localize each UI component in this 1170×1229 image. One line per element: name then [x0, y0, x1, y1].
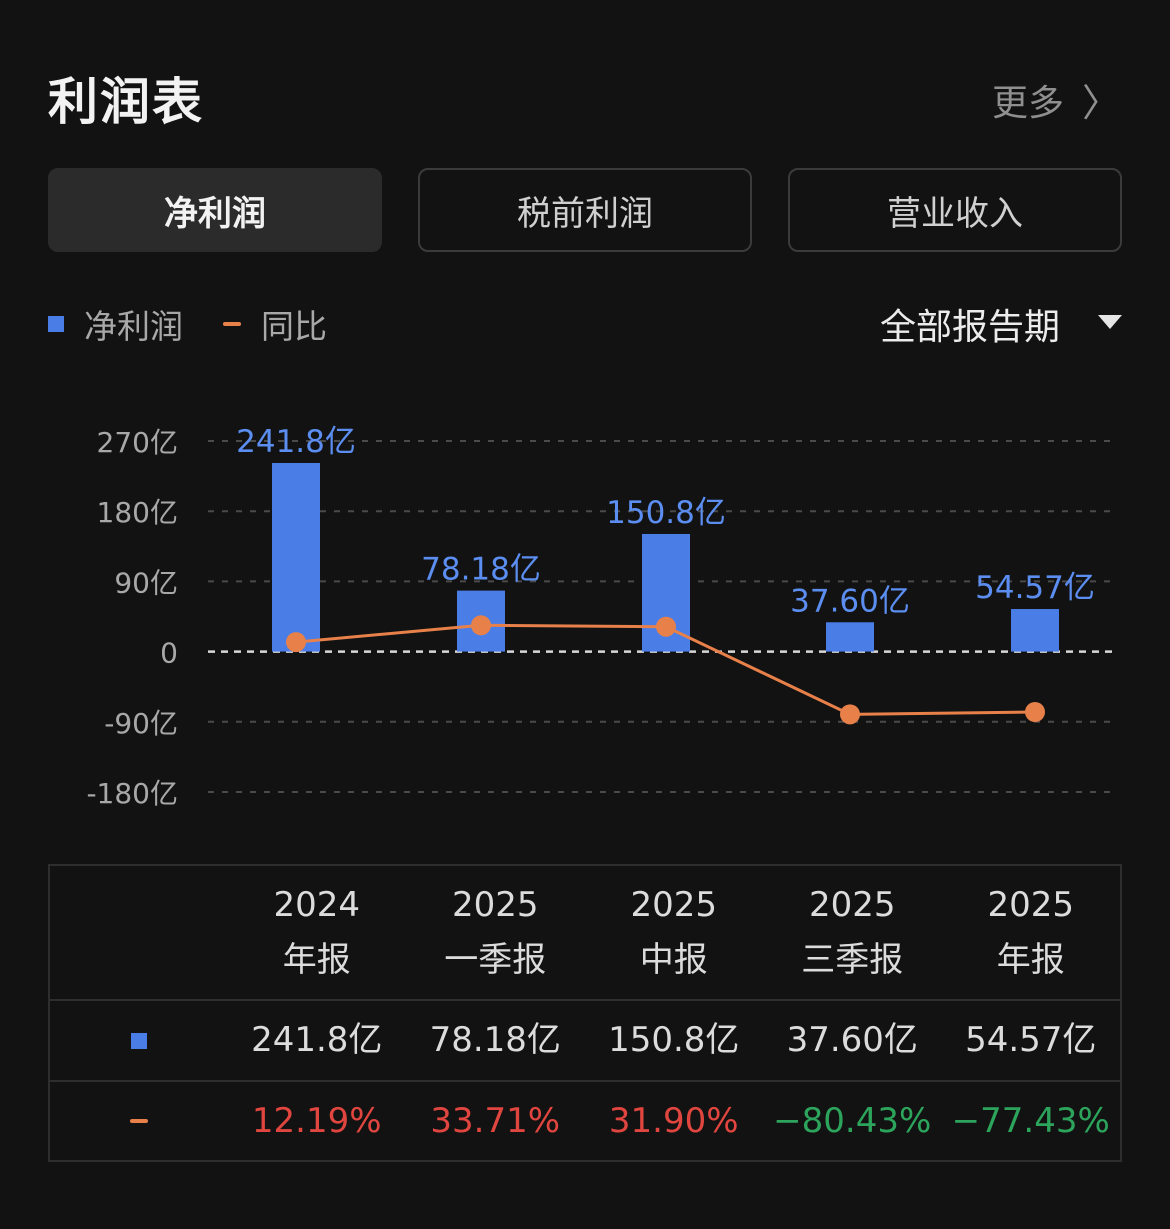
period-selector[interactable]: 全部报告期: [880, 298, 1122, 350]
profit-chart: 270亿 180亿 90亿 0 -90亿 -180亿 241.8亿 78.18亿 150.8亿 3…: [86, 424, 1118, 810]
table-corner: [50, 866, 228, 999]
page-title: 利润表: [48, 73, 204, 131]
yoy-point: [840, 704, 860, 725]
bar-data-label: 241.8亿: [236, 424, 356, 460]
column-year: 2025: [451, 885, 539, 926]
data-table: 2024 年报 2025 一季报 2025 中报 2025 三季报 2025 年报 241…: [48, 864, 1122, 1162]
table-cell: −80.43%: [773, 1100, 932, 1141]
bar: [1011, 609, 1059, 652]
line-legend-label: 同比: [261, 307, 327, 346]
y-tick-label: 0: [160, 637, 178, 670]
more-link[interactable]: 更多 〉: [992, 72, 1120, 127]
column-header: 2024 年报: [228, 866, 407, 999]
table-header-row: 2024 年报 2025 一季报 2025 中报 2025 三季报 2025 年报: [50, 866, 1120, 1001]
table-cell: −77.43%: [951, 1100, 1110, 1141]
bar-data-label: 54.57亿: [975, 570, 1095, 606]
caret-down-icon: [1098, 315, 1122, 329]
column-header: 2025 三季报: [763, 866, 942, 999]
table-cell: 78.18亿: [429, 1020, 561, 1061]
table-cell: 33.71%: [430, 1100, 561, 1141]
table-row-yoy: 12.19% 33.71% 31.90% −80.43% −77.43%: [50, 1082, 1120, 1160]
yoy-point: [656, 616, 676, 637]
y-tick-label: 180亿: [97, 496, 178, 529]
column-year: 2024: [273, 885, 361, 926]
tab-pretax-profit[interactable]: 税前利润: [418, 168, 752, 252]
bar-legend-label: 净利润: [84, 307, 183, 346]
tab-revenue[interactable]: 营业收入: [788, 168, 1122, 252]
bar-data-label: 78.18亿: [421, 552, 541, 588]
table-row-net-profit: 241.8亿 78.18亿 150.8亿 37.60亿 54.57亿: [50, 1001, 1120, 1082]
column-period: 一季报: [444, 939, 547, 980]
table-cell: 241.8亿: [251, 1020, 383, 1061]
bar-data-label: 37.60亿: [790, 583, 910, 619]
table-cell: 54.57亿: [965, 1020, 1097, 1061]
table-cell: 37.60亿: [786, 1020, 918, 1061]
yoy-point: [1025, 701, 1045, 722]
line-row-marker: [129, 1119, 148, 1123]
y-tick-label: 270亿: [97, 426, 178, 459]
bar-row-marker: [130, 1032, 147, 1049]
y-tick-label: -180亿: [86, 777, 178, 810]
column-header: 2025 中报: [585, 866, 764, 999]
yoy-point: [286, 632, 306, 653]
yoy-point: [471, 615, 491, 636]
column-period: 年报: [282, 939, 351, 980]
chart-legend: 净利润 同比: [48, 300, 327, 348]
bar: [272, 462, 320, 652]
chevron-right-icon: 〉: [1081, 81, 1120, 125]
bar-legend-marker: [48, 316, 64, 332]
column-year: 2025: [987, 885, 1075, 926]
table-cell: 12.19%: [251, 1100, 382, 1141]
column-year: 2025: [808, 885, 896, 926]
column-header: 2025 年报: [942, 866, 1121, 999]
y-tick-label: 90亿: [114, 566, 178, 599]
more-label: 更多: [991, 82, 1064, 124]
table-cell: 31.90%: [608, 1100, 739, 1141]
metric-tabs: 净利润 税前利润 营业收入: [48, 168, 1122, 252]
tab-net-profit[interactable]: 净利润: [48, 168, 382, 252]
table-cell: 150.8亿: [608, 1020, 740, 1061]
column-period: 年报: [996, 939, 1065, 980]
period-selector-label: 全部报告期: [879, 307, 1060, 348]
column-period: 中报: [639, 939, 708, 980]
bar-data-label: 150.8亿: [606, 495, 726, 531]
column-header: 2025 一季报: [406, 866, 585, 999]
column-year: 2025: [630, 885, 718, 926]
line-legend-marker: [223, 322, 241, 326]
column-period: 三季报: [801, 939, 904, 980]
bar: [826, 622, 874, 652]
y-tick-label: -90亿: [104, 707, 178, 740]
